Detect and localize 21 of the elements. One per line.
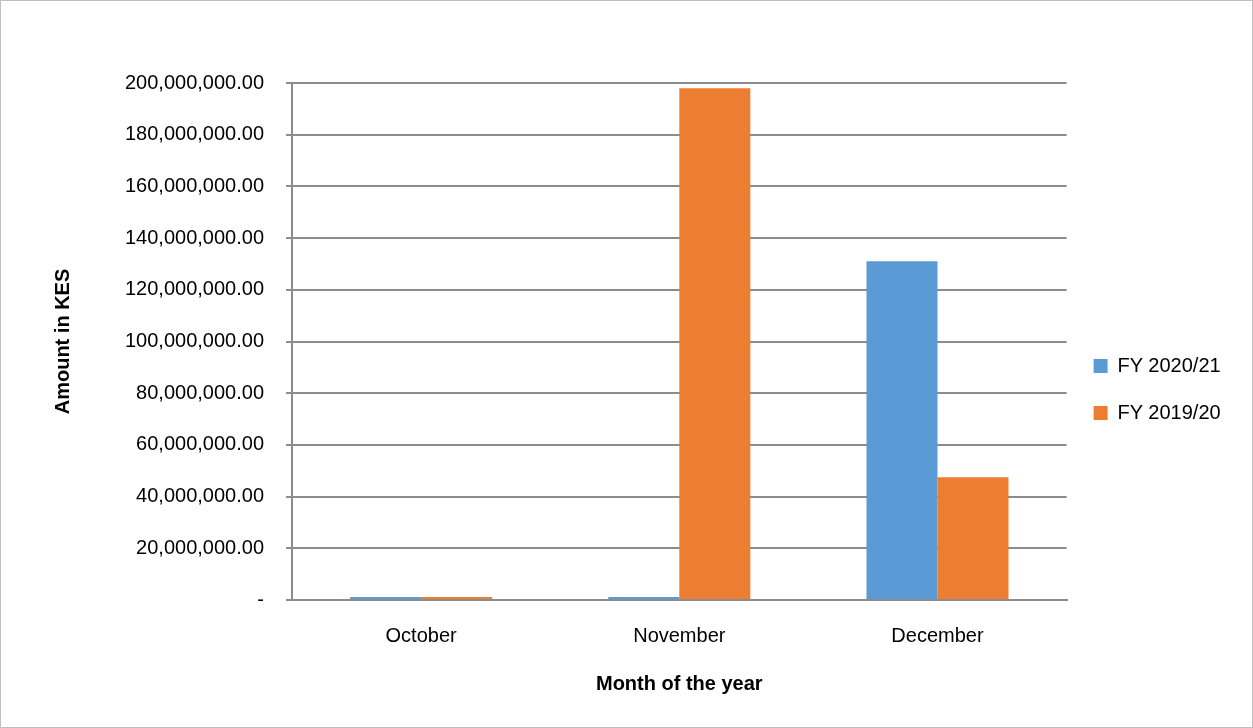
y-tick-label: 40,000,000.00	[136, 484, 265, 507]
x-axis-title: Month of the year	[595, 671, 763, 694]
y-tick-label: 80,000,000.00	[136, 380, 265, 403]
y-axis-title: Amount in KES	[50, 268, 73, 415]
y-tick-label: 160,000,000.00	[124, 173, 265, 196]
y-tick-label: 60,000,000.00	[136, 432, 265, 455]
legend-label: FY 2019/20	[1117, 400, 1221, 423]
bar	[937, 477, 1009, 599]
y-tick-label: 140,000,000.00	[124, 225, 265, 248]
x-tick-label: November	[633, 623, 726, 646]
legend-label: FY 2020/21	[1117, 353, 1221, 376]
y-tick-label: 180,000,000.00	[124, 122, 265, 145]
bar	[866, 261, 938, 599]
y-tick-label: 200,000,000.00	[124, 70, 265, 93]
y-tick-label: -	[257, 587, 265, 610]
x-tick-label: December	[891, 623, 984, 646]
y-tick-label: 20,000,000.00	[136, 535, 265, 558]
y-tick-label: 100,000,000.00	[124, 329, 265, 352]
y-tick-label: 120,000,000.00	[124, 277, 265, 300]
bar	[679, 88, 751, 599]
x-tick-label: October	[385, 623, 458, 646]
